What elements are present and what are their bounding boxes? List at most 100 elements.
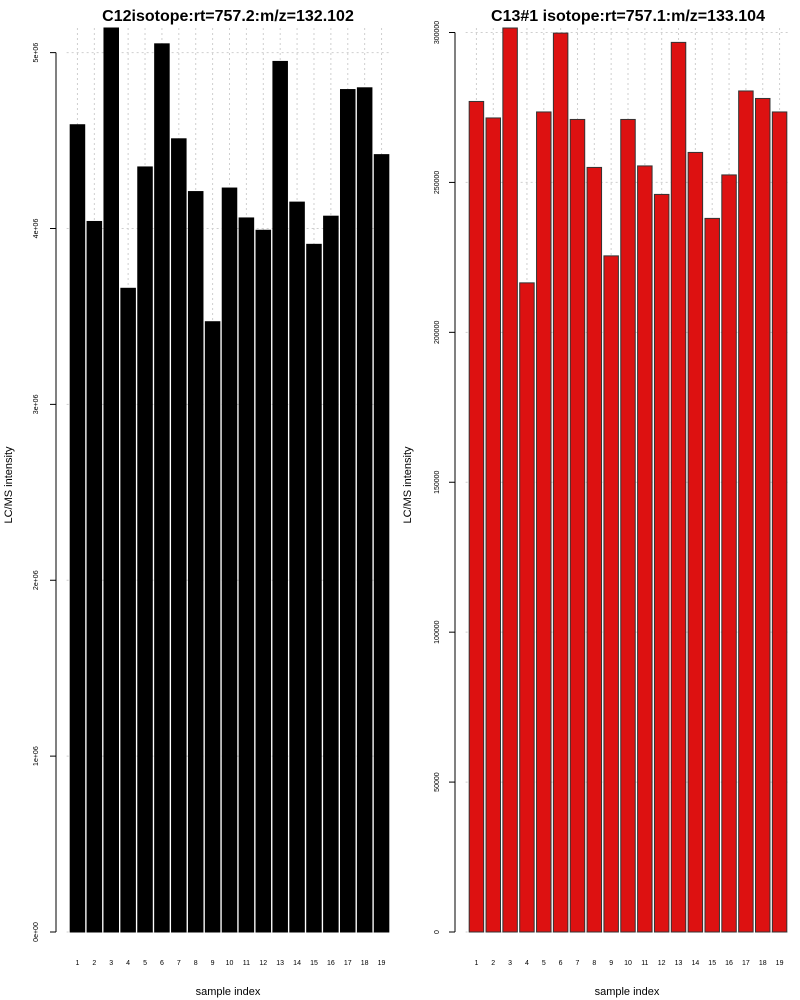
c12-y-tick-label: 0e+00 <box>33 922 40 942</box>
c12-bar-1 <box>69 124 86 933</box>
c12-x-tick-label: 11 <box>243 960 250 967</box>
c13-x-tick-label: 7 <box>576 960 580 967</box>
c13-y-tick-label: 300000 <box>434 21 441 44</box>
c12-bar-5 <box>137 166 153 933</box>
c13-x-tick-label: 6 <box>559 960 563 967</box>
c13-y-tick-label: 250000 <box>434 171 441 194</box>
c13-bars <box>468 27 788 933</box>
c12-x-tick-label: 7 <box>177 960 181 967</box>
c13-x-tick-label: 11 <box>641 960 648 967</box>
c12-x-tick-label: 4 <box>126 960 130 967</box>
c12-chart-title: C12isotope:rt=757.2:m/z=132.102 <box>102 8 354 25</box>
c13-bar-9 <box>603 255 619 933</box>
c13-y-axis-label: LC/MS intensity <box>402 446 414 524</box>
c12-x-tick-label: 3 <box>109 960 113 967</box>
c13-bar-5 <box>536 111 552 933</box>
c13-x-tick-label: 19 <box>776 960 784 967</box>
c13-bar-18 <box>754 97 771 933</box>
c13-bar-13 <box>670 41 687 933</box>
c12-bar-7 <box>171 138 187 933</box>
c12-x-tick-label: 17 <box>344 960 352 967</box>
c13-bar-4 <box>519 282 535 933</box>
c13-x-tick-label: 13 <box>675 960 683 967</box>
c12-bar-14 <box>289 201 305 933</box>
c12-bar-18 <box>356 87 373 933</box>
c12-bar-15 <box>306 243 322 933</box>
c12-bar-19 <box>373 154 390 933</box>
c12-x-tick-label: 12 <box>259 960 267 967</box>
c12-bar-12 <box>255 229 272 933</box>
c12-bar-10 <box>221 187 238 933</box>
c13-x-tick-label: 17 <box>742 960 750 967</box>
c13-bar-12 <box>653 193 670 933</box>
c12-bar-8 <box>187 191 204 933</box>
c13-y-tick-label: 150000 <box>434 470 441 493</box>
c13-x-tick-label: 18 <box>759 960 767 967</box>
c13-bar-16 <box>721 174 737 933</box>
c13-bar-8 <box>586 166 603 933</box>
c12-x-tick-label: 10 <box>226 960 234 967</box>
c13-x-tick-label: 14 <box>691 960 699 967</box>
c13-bar-1 <box>468 100 485 933</box>
c13-x-tick-label: 8 <box>592 960 596 967</box>
c13-x-tick-label: 1 <box>474 960 478 967</box>
c13-bar-11 <box>637 165 653 933</box>
c12-x-axis-label: sample index <box>196 986 261 998</box>
c13-y-tick-label: 50000 <box>434 772 441 792</box>
c12-bar-16 <box>323 215 339 933</box>
c12-x-tick-label: 8 <box>194 960 198 967</box>
c13-y-tick-label: 200000 <box>434 321 441 344</box>
c13-x-tick-label: 16 <box>725 960 733 967</box>
c12-y-axis-label: LC/MS intensity <box>3 446 15 524</box>
c13-x-tick-label: 9 <box>609 960 613 967</box>
c12-bar-6 <box>154 43 170 933</box>
c13-x-axis-label: sample index <box>595 986 660 998</box>
c12-bar-2 <box>86 220 103 933</box>
c12-x-tick-label: 15 <box>310 960 318 967</box>
c12-x-ticks: 1 2 3 4 5 6 7 8 9 10 11 12 13 14 15 16 17 18 19 <box>75 960 385 967</box>
c13-bar-15 <box>704 217 720 933</box>
c13-y-tick-label: 0 <box>434 930 441 934</box>
c12-x-tick-label: 9 <box>211 960 215 967</box>
c12-y-tick-label: 1e+06 <box>33 746 40 766</box>
c13-bar-10 <box>620 118 636 933</box>
c13-bar-17 <box>738 90 754 933</box>
c13-x-tick-label: 3 <box>508 960 512 967</box>
c13-x-tick-label: 12 <box>658 960 666 967</box>
c12-bars <box>69 27 390 933</box>
c13-isotope-chart: C13#1 isotope:rt=757.1:m/z=133.104 sampl… <box>402 8 790 998</box>
c12-x-tick-label: 14 <box>293 960 301 967</box>
c13-bar-7 <box>569 118 586 933</box>
c13-x-tick-label: 5 <box>542 960 546 967</box>
c12-x-tick-label: 19 <box>378 960 386 967</box>
c12-x-tick-label: 5 <box>143 960 147 967</box>
c13-x-tick-label: 4 <box>525 960 529 967</box>
c13-y-tick-label: 100000 <box>434 620 441 643</box>
c13-chart-title: C13#1 isotope:rt=757.1:m/z=133.104 <box>491 8 765 25</box>
c12-y-tick-label: 2e+06 <box>33 570 40 590</box>
c13-bar-19 <box>771 111 788 933</box>
c13-x-ticks: 1 2 3 4 5 6 7 8 9 10 11 12 13 14 15 16 17 18 19 <box>474 960 783 967</box>
c12-y-tick-label: 5e+06 <box>33 43 40 63</box>
c12-bar-9 <box>204 321 221 933</box>
c13-x-tick-label: 15 <box>708 960 716 967</box>
c12-x-tick-label: 18 <box>361 960 369 967</box>
c12-bar-4 <box>120 287 136 933</box>
c13-bar-14 <box>687 151 704 933</box>
c12-bar-11 <box>238 217 255 933</box>
c13-x-tick-label: 10 <box>624 960 632 967</box>
c12-bar-3 <box>103 27 120 933</box>
c12-x-tick-label: 6 <box>160 960 164 967</box>
c13-x-tick-label: 2 <box>491 960 495 967</box>
c13-y-axis: 0 50000 100000 150000 200000 250000 300000 <box>434 21 456 934</box>
c12-x-tick-label: 13 <box>276 960 284 967</box>
c12-y-tick-label: 4e+06 <box>33 219 40 239</box>
c12-y-tick-label: 3e+06 <box>33 394 40 414</box>
c12-x-tick-label: 2 <box>92 960 96 967</box>
c13-bar-6 <box>552 32 569 933</box>
c13-bar-2 <box>485 117 502 933</box>
c12-isotope-chart: C12isotope:rt=757.2:m/z=132.102 sample i… <box>3 8 392 998</box>
c12-x-tick-label: 16 <box>327 960 335 967</box>
c12-bar-17 <box>339 89 356 933</box>
